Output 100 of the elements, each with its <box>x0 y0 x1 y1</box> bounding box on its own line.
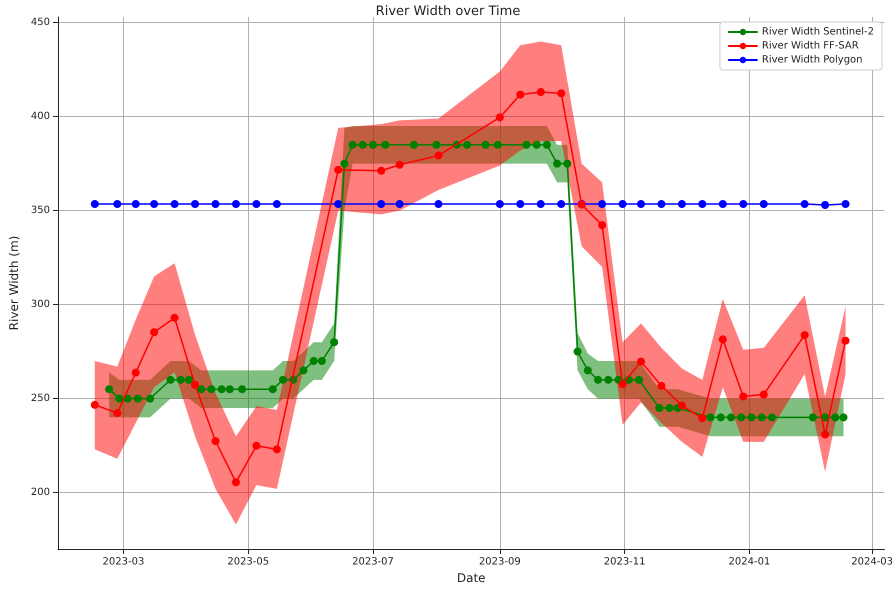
point <box>432 140 440 149</box>
point <box>434 200 442 208</box>
point <box>226 385 234 394</box>
point <box>252 442 260 450</box>
y-tick-label: 200 <box>30 487 50 498</box>
point <box>150 200 158 208</box>
point <box>334 200 342 208</box>
point <box>115 394 124 403</box>
point <box>636 358 645 366</box>
legend-label: River Width Polygon <box>762 54 863 66</box>
point <box>369 140 378 149</box>
point <box>252 200 260 208</box>
point <box>482 140 490 149</box>
point <box>618 200 627 208</box>
point <box>536 200 545 208</box>
point <box>516 200 524 208</box>
point <box>166 376 174 384</box>
point <box>381 140 390 149</box>
point <box>758 413 766 422</box>
point <box>657 382 666 390</box>
point <box>377 166 386 175</box>
point <box>678 402 686 410</box>
point <box>463 140 472 149</box>
point <box>598 200 606 208</box>
point <box>842 200 850 208</box>
point <box>737 413 746 422</box>
x-axis-title: Date <box>456 570 486 585</box>
point <box>310 357 318 366</box>
point <box>132 200 140 208</box>
point <box>747 413 756 422</box>
point <box>718 335 727 344</box>
point <box>604 376 612 384</box>
point <box>594 376 602 384</box>
point <box>170 200 179 208</box>
point <box>113 409 122 418</box>
chart-title: River Width over Time <box>376 4 520 19</box>
point <box>840 413 848 422</box>
point <box>800 331 809 340</box>
point <box>272 200 281 208</box>
point <box>113 200 122 208</box>
point <box>299 366 308 374</box>
point <box>90 400 99 409</box>
point <box>238 385 246 394</box>
legend-label: River Width Sentinel-2 <box>762 26 874 38</box>
point <box>197 385 206 394</box>
point <box>760 200 768 208</box>
point <box>574 348 582 356</box>
y-tick-label: 350 <box>30 205 50 216</box>
point <box>800 200 809 208</box>
point <box>330 338 338 346</box>
point <box>90 200 99 208</box>
point <box>718 200 727 208</box>
point <box>536 88 545 96</box>
point <box>553 160 562 168</box>
point <box>821 200 830 209</box>
point <box>132 368 140 377</box>
point <box>396 200 404 208</box>
point <box>598 221 606 230</box>
point <box>377 200 386 208</box>
point <box>516 90 524 99</box>
point <box>496 200 504 208</box>
point <box>279 376 288 384</box>
point <box>698 200 706 208</box>
point <box>232 200 240 208</box>
x-tick-label: 2024-03 <box>851 556 894 568</box>
point <box>768 413 776 422</box>
x-tick-label: 2023-07 <box>352 556 394 568</box>
point <box>655 404 664 412</box>
point <box>105 385 114 394</box>
point <box>191 380 200 389</box>
legend-label: River Width FF-SAR <box>762 40 859 52</box>
point <box>334 166 342 174</box>
point <box>678 200 686 208</box>
point <box>563 160 572 168</box>
point <box>318 357 326 366</box>
point <box>557 89 566 98</box>
point <box>212 200 220 208</box>
point <box>760 390 768 398</box>
point <box>557 200 566 208</box>
point <box>170 314 179 322</box>
point <box>434 152 442 160</box>
point <box>634 376 643 384</box>
point <box>842 336 850 345</box>
point <box>666 404 674 412</box>
point <box>184 376 193 384</box>
x-tick-label: 2023-03 <box>102 556 144 568</box>
point <box>727 413 735 422</box>
point <box>176 376 185 384</box>
point <box>340 160 348 168</box>
point <box>532 140 541 149</box>
point <box>232 478 240 486</box>
x-tick-label: 2023-05 <box>227 556 270 568</box>
point <box>831 413 840 422</box>
point <box>739 392 748 401</box>
point <box>212 437 220 446</box>
point <box>618 380 627 388</box>
point <box>146 394 154 403</box>
point <box>636 200 645 208</box>
point <box>821 430 830 439</box>
y-tick-label: 250 <box>30 393 50 404</box>
